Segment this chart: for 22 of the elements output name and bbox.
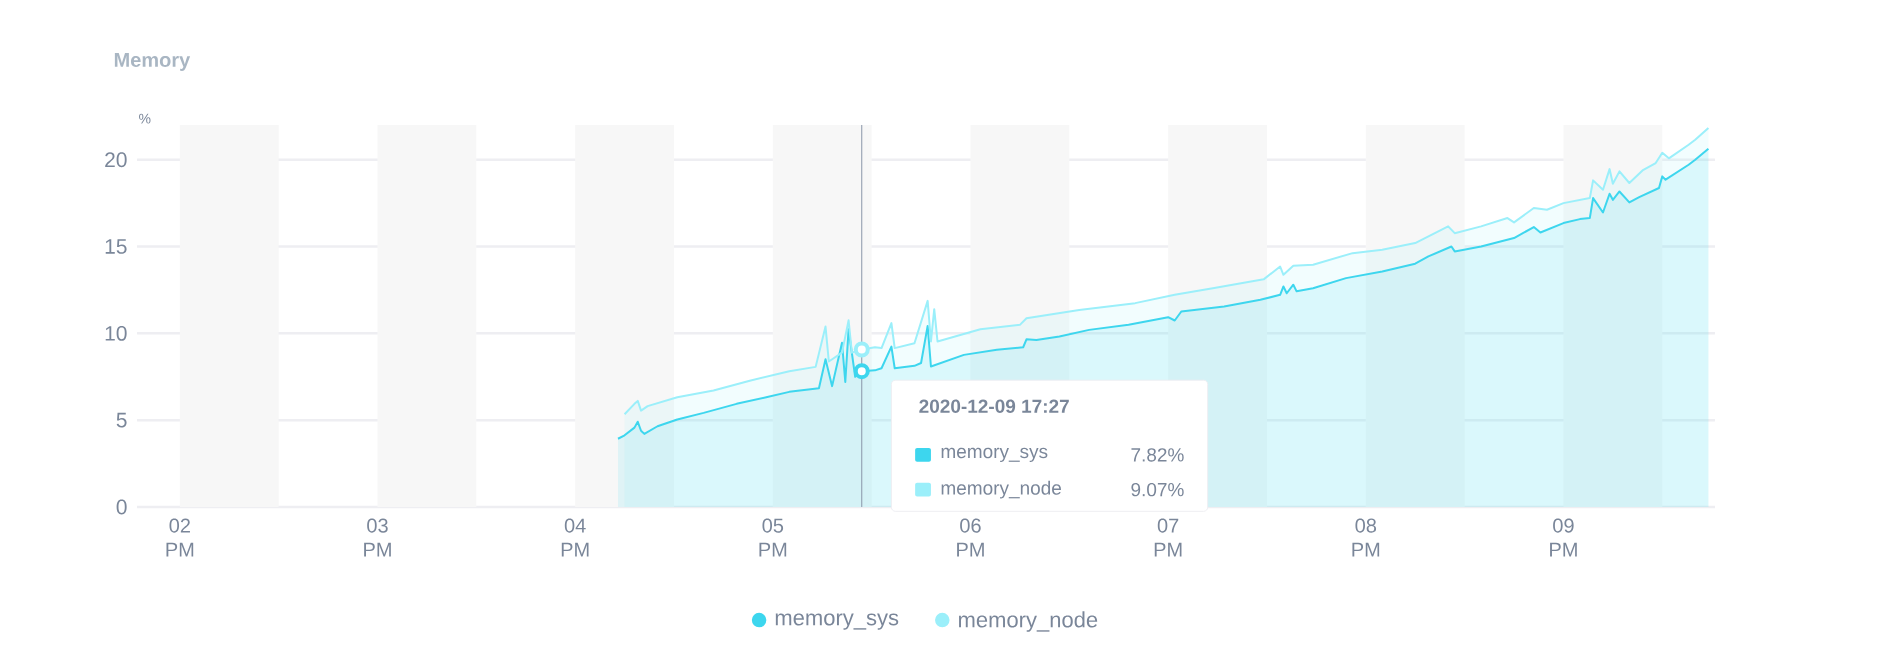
annotation: 9.07% [1131,482,1184,497]
legend-label: memory_node [959,611,1098,632]
y-tick-label: 15 [105,239,127,254]
legend-label: memory_sys [775,613,899,630]
x-tick-label: 08 PM [1352,518,1380,557]
x-tick-label: 03 PM [364,518,391,557]
y-tick-label: 20 [105,152,127,168]
x-tick-label: 06 PM [957,518,984,557]
text: memory_node [941,480,1061,499]
y-tick-label: 0 [116,499,127,515]
y-tick-label: 10 [105,325,127,341]
y-tick-label: 5 [116,412,127,428]
x-tick-label: 02 PM [166,518,194,557]
annotation: 7.82% [1131,448,1184,462]
annotation: 2020-12-09 17:27 [919,399,1069,414]
y-axis-title: % [139,113,151,124]
x-tick-label: 04 PM [561,518,589,557]
x-tick-label: 09 PM [1550,518,1577,557]
text: memory_sys [941,447,1048,462]
x-tick-label: 05 PM [759,518,787,557]
chart-title: Memory [114,53,191,71]
x-tick-label: 07 PM [1154,518,1182,557]
